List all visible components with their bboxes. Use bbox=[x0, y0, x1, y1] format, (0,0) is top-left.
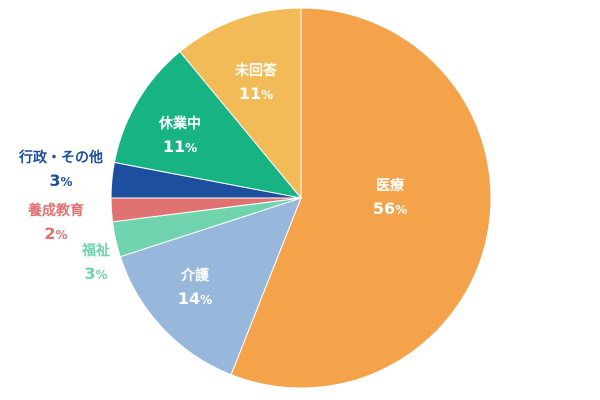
slice-value-0: 56% bbox=[373, 199, 407, 218]
slice-value-6: 11% bbox=[239, 84, 273, 103]
slice-label-1: 介護 bbox=[180, 267, 210, 284]
pie-slice-0 bbox=[230, 7, 492, 389]
slice-label-5: 休業中 bbox=[158, 115, 201, 132]
slice-value-2: 3% bbox=[84, 264, 107, 283]
slice-label-6: 未回答 bbox=[235, 62, 278, 79]
pie-slice-5 bbox=[113, 50, 303, 199]
slice-value-1: 14% bbox=[178, 289, 212, 308]
slice-label-2: 福祉 bbox=[81, 242, 110, 259]
slice-value-3: 2% bbox=[44, 224, 67, 243]
pie-slices bbox=[110, 7, 492, 389]
slice-label-3: 養成教育 bbox=[27, 202, 84, 219]
slice-value-4: 3% bbox=[49, 171, 72, 190]
slice-label-0: 医療 bbox=[376, 177, 405, 194]
slice-label-4: 行政・その他 bbox=[18, 149, 103, 166]
pie-slice-6 bbox=[179, 7, 302, 200]
slice-value-5: 11% bbox=[163, 137, 197, 156]
pie-labels: 医療 56% 介護 14% 福祉 3% 養成教育 2% 行政・その他 3% 休業中 11% 未回答 11% bbox=[18, 62, 407, 308]
